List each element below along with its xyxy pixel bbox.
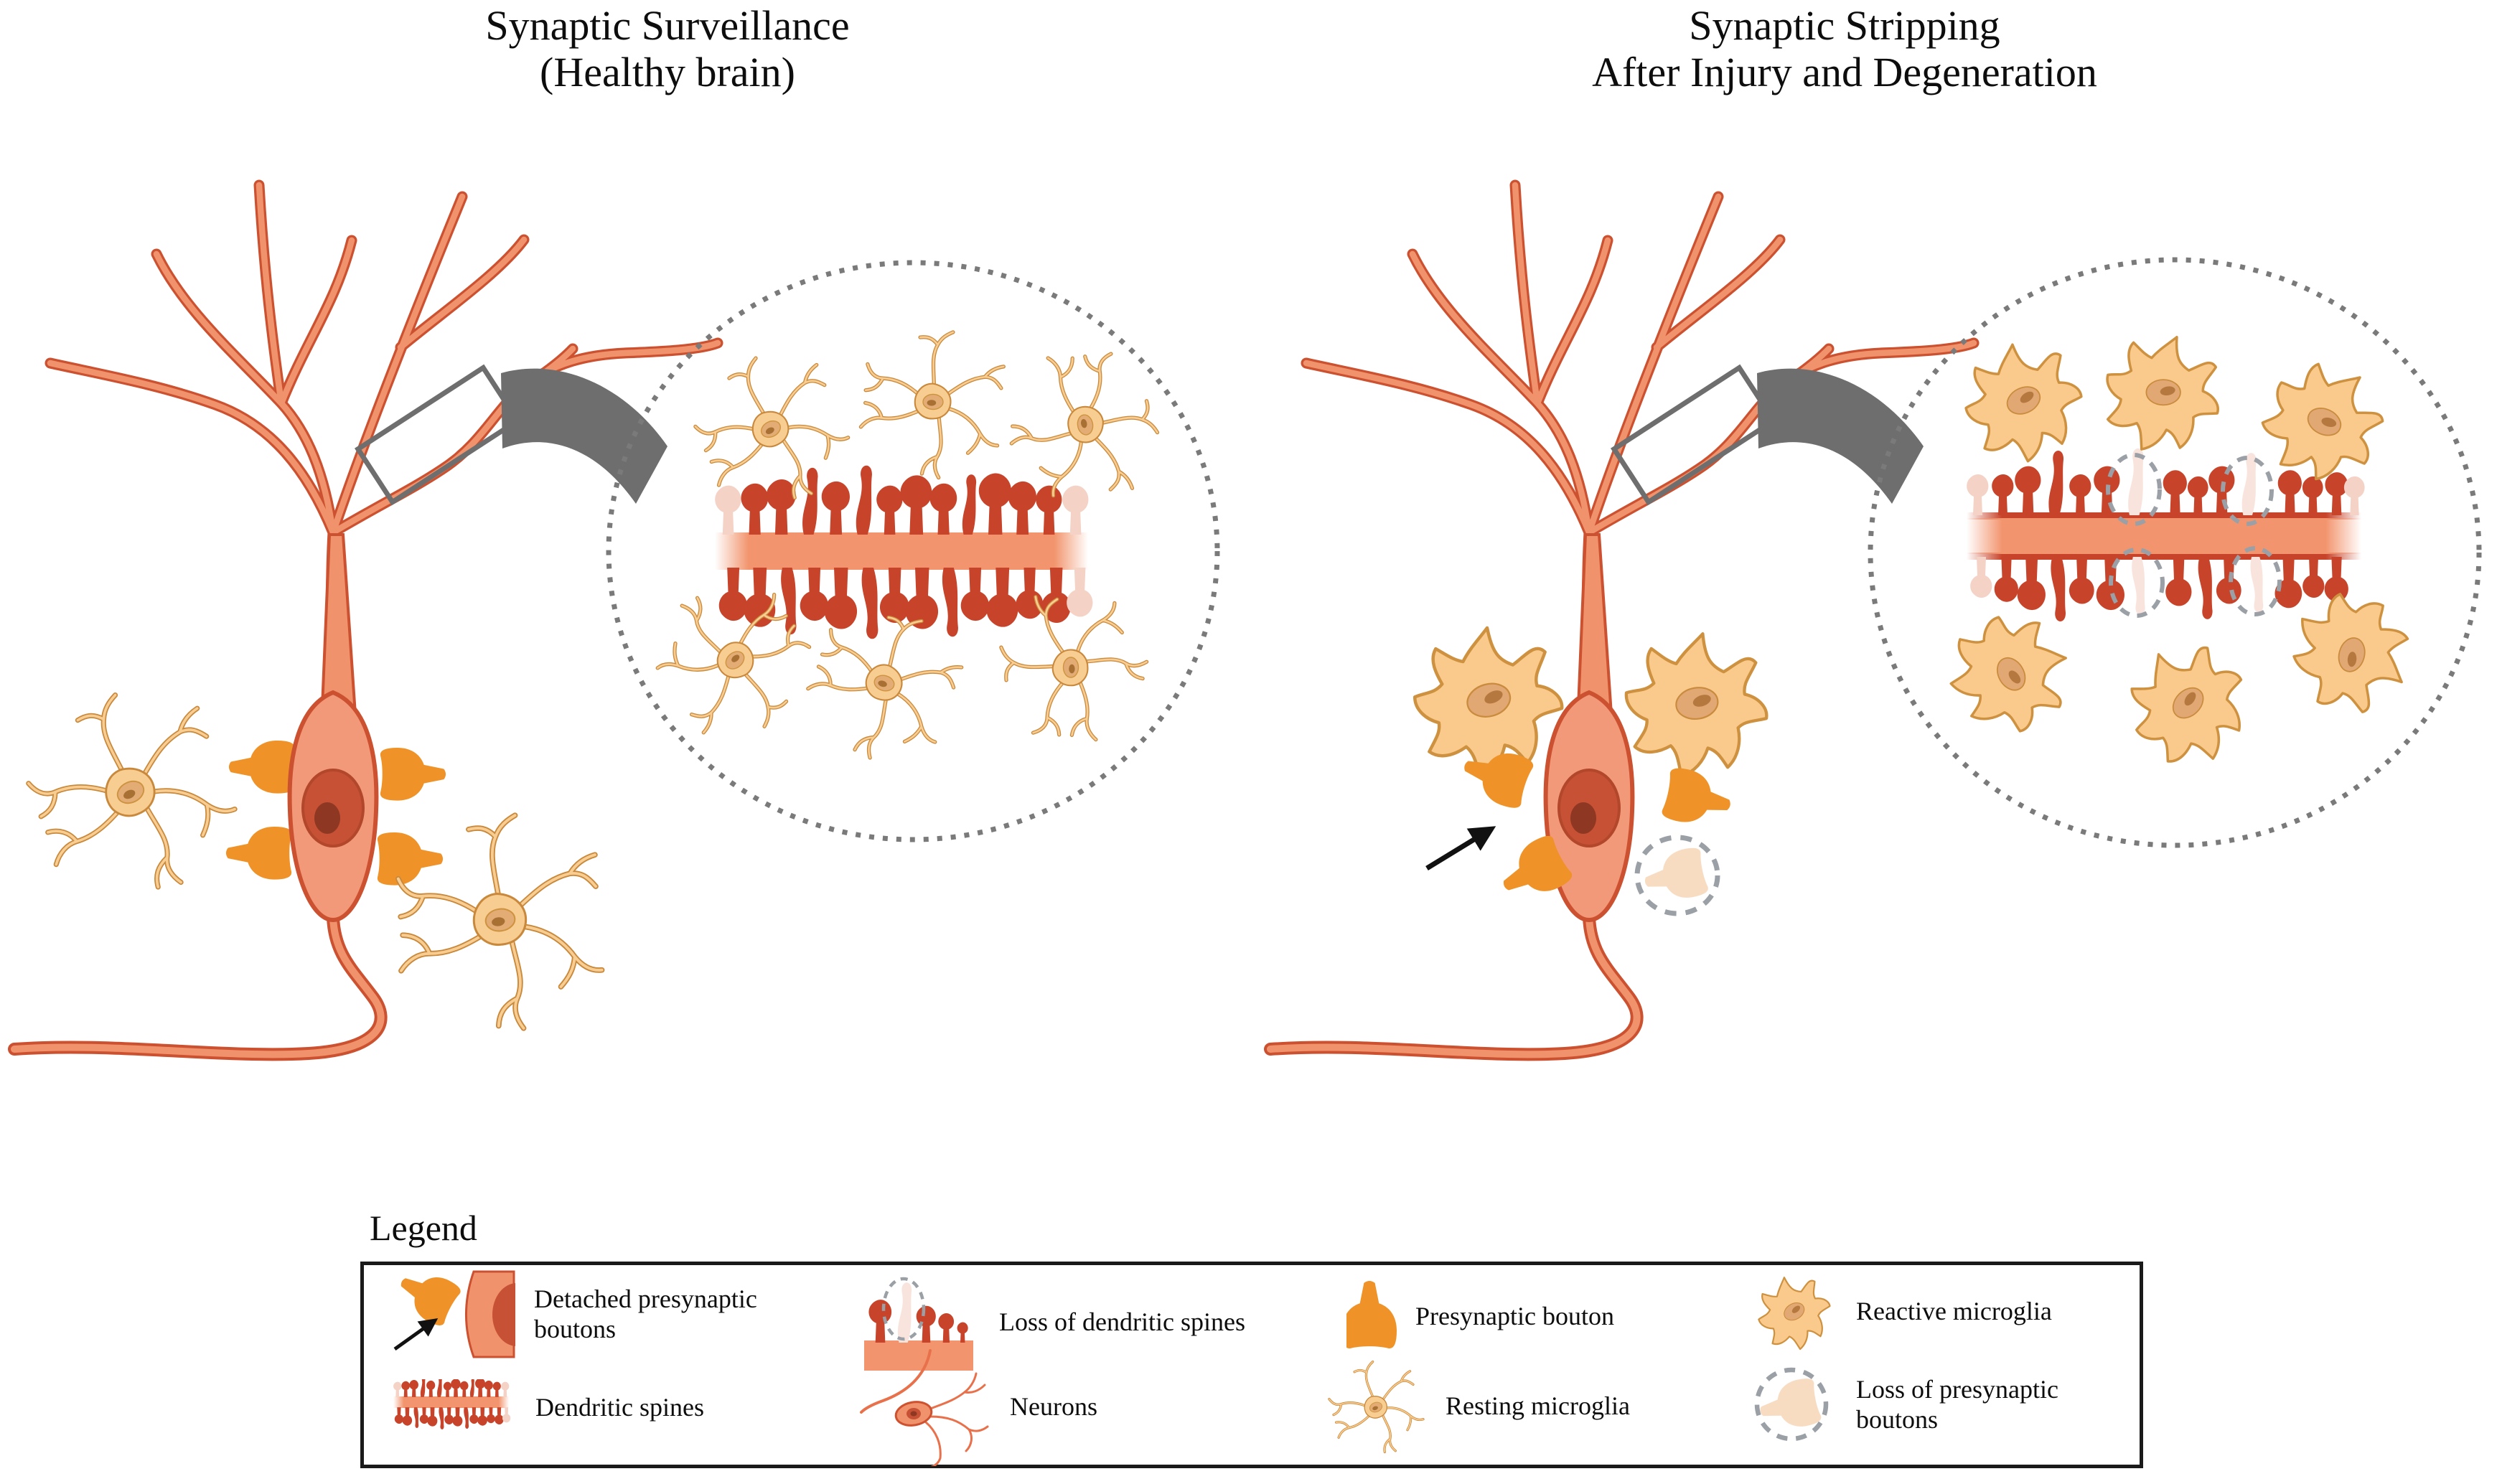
- healthy-panel: [14, 185, 1220, 1054]
- legend-item-presynaptic-bouton: Presynaptic bouton: [1346, 1276, 1674, 1356]
- legend-label: Resting microglia: [1446, 1391, 1630, 1420]
- legend-label: Loss of dendritic spines: [999, 1307, 1245, 1336]
- magnified-region-indicator: [358, 367, 667, 504]
- legend-item-detached-presynaptic-boutons: Detached presynaptic boutons: [388, 1269, 785, 1359]
- resting-microglia-icon: [1328, 1360, 1425, 1454]
- left-panel-title: Synaptic Surveillance (Healthy brain): [273, 2, 1062, 96]
- inset-circle-ring: [606, 260, 1220, 842]
- reactive-microglia: [1415, 628, 1562, 777]
- healthy-inset: [640, 309, 1169, 785]
- dendritic-spines-segment: [715, 466, 1092, 639]
- presynaptic-bouton-icon: [1346, 1280, 1397, 1349]
- legend-box: [360, 1262, 2143, 1468]
- dendritic-spines-icon: [388, 1379, 517, 1435]
- right-title-line1: Synaptic Stripping: [1689, 2, 2000, 49]
- legend-label: Presynaptic bouton: [1415, 1301, 1614, 1330]
- reactive-microglia: [2108, 624, 2270, 786]
- detached-presynaptic-boutons-icon: [390, 1269, 515, 1358]
- loss-of-presynaptic-boutons-icon: [1754, 1367, 1829, 1442]
- loss-of-presynaptic-bouton-marker: [1634, 835, 1720, 916]
- loss-of-dendritic-spines-icon: [864, 1277, 973, 1371]
- legend-item-loss-of-presynaptic-boutons: Loss of presynaptic boutons: [1750, 1361, 2093, 1448]
- injury-inset: [1936, 321, 2432, 786]
- reactive-microglia: [1618, 626, 1775, 784]
- inset-circle-ring: [1868, 257, 2482, 848]
- legend-item-neurons: Neurons: [858, 1348, 1326, 1466]
- reactive-microglia: [2239, 339, 2407, 507]
- neuron-icon: [860, 1349, 989, 1466]
- reactive-microglia: [1936, 601, 2083, 747]
- legend-item-resting-microglia: Resting microglia: [1325, 1355, 1704, 1457]
- legend-item-reactive-microglia: Reactive microglia: [1750, 1267, 2093, 1355]
- legend-label: Neurons: [1010, 1392, 1097, 1422]
- resting-microglia: [373, 794, 629, 1045]
- legend-label: Detached presynaptic boutons: [534, 1284, 757, 1343]
- loss-of-dendritic-spines-segment: [1967, 449, 2365, 621]
- magnified-region-indicator: [1614, 367, 1924, 504]
- injury-panel: [1270, 185, 2482, 1054]
- legend-heading: Legend: [370, 1208, 477, 1248]
- detachment-arrow: [1425, 826, 1496, 870]
- neuron: [14, 185, 718, 1054]
- resting-microglia: [22, 685, 241, 897]
- legend-label: Reactive microglia: [1856, 1296, 2052, 1325]
- right-panel-title: Synaptic Stripping After Injury and Dege…: [1450, 2, 2239, 96]
- legend-label: Dendritic spines: [535, 1392, 704, 1422]
- neuron: [1270, 185, 1974, 1054]
- reactive-microglia: [1955, 333, 2092, 471]
- left-title-line2: (Healthy brain): [540, 48, 795, 95]
- legend-item-loss-of-dendritic-spines: Loss of dendritic spines: [858, 1272, 1315, 1372]
- right-title-line2: After Injury and Degeneration: [1592, 48, 2097, 95]
- reactive-microglia-icon: [1750, 1267, 1837, 1355]
- reactive-microglia: [2090, 321, 2235, 467]
- legend-item-dendritic-spines: Dendritic spines: [388, 1379, 787, 1435]
- left-title-line1: Synaptic Surveillance: [485, 2, 850, 49]
- legend-label: Loss of presynaptic boutons: [1856, 1374, 2058, 1434]
